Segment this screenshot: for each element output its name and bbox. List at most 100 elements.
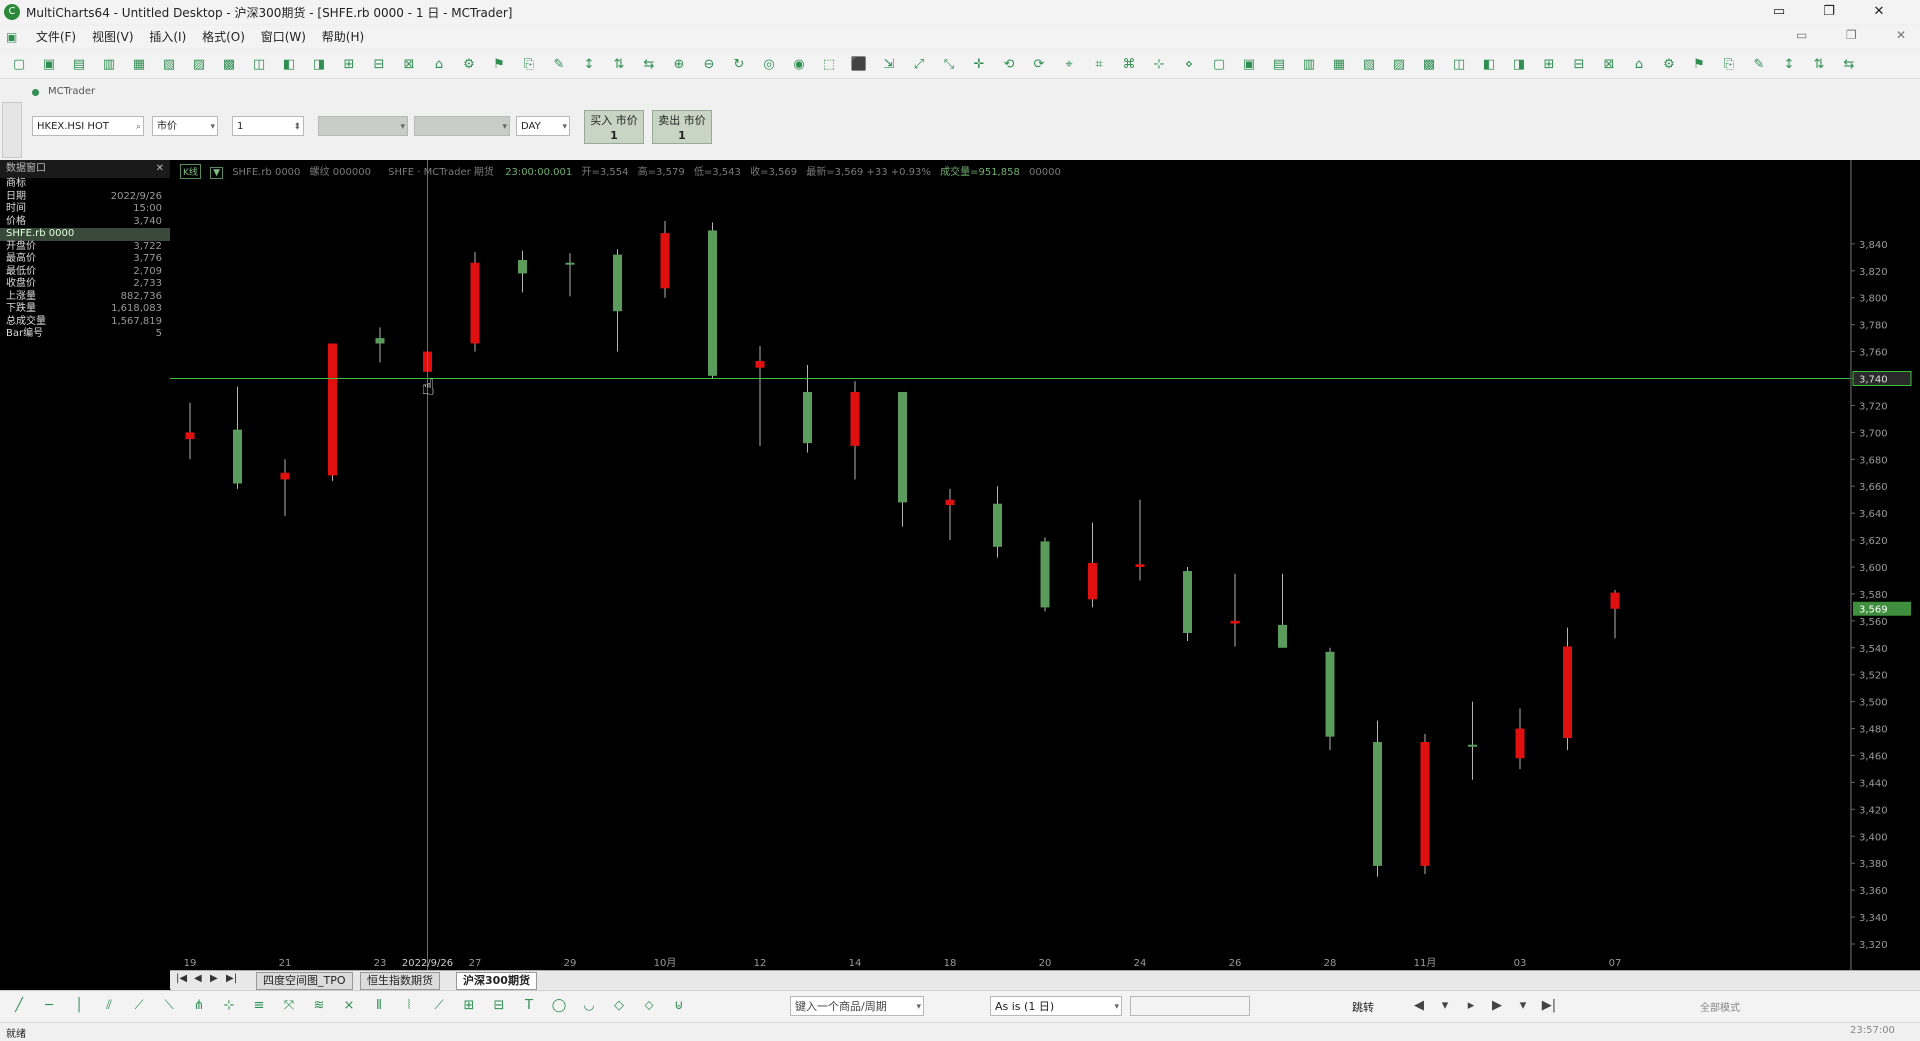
tif-select[interactable]: DAY ▾	[516, 116, 570, 136]
zoom-out-icon[interactable]: ◫	[1452, 57, 1466, 72]
trendline-icon[interactable]: ⊟	[493, 998, 505, 1013]
candle[interactable]	[1088, 522, 1097, 608]
zoom-in-icon[interactable]: ⎘	[1723, 57, 1735, 72]
menu-file[interactable]: 文件(F)	[35, 30, 77, 44]
candle[interactable]	[755, 346, 765, 446]
candle[interactable]	[1230, 573, 1240, 647]
candle[interactable]	[1278, 573, 1287, 648]
fib-icon[interactable]: ⫽	[106, 998, 112, 1013]
order-type-select[interactable]: 市价 ▾	[152, 116, 218, 136]
cursor-icon[interactable]: ◉	[793, 57, 805, 72]
interval-select[interactable]: As is (1 日) ▾	[990, 996, 1122, 1016]
chart-type-badge[interactable]: K线	[180, 164, 201, 179]
candle[interactable]	[470, 251, 480, 352]
grid-icon[interactable]: ⌖	[1065, 57, 1073, 72]
sell-market-button[interactable]: 卖出 市价 1	[652, 110, 712, 144]
jump-label[interactable]: 跳转	[1352, 1001, 1374, 1014]
candle[interactable]	[803, 365, 812, 453]
candle[interactable]	[850, 381, 860, 480]
window-icon[interactable]: ▦	[132, 57, 146, 72]
candle[interactable]	[1135, 499, 1145, 581]
candle[interactable]	[233, 386, 242, 489]
prev-sheet-button[interactable]: ◀	[194, 973, 202, 984]
quantity-stepper[interactable]: 1 ⬍	[232, 116, 304, 136]
zoom-out-icon[interactable]: ⬛	[850, 57, 868, 72]
cursor-icon[interactable]: ⌗	[1095, 57, 1103, 72]
grid-icon[interactable]: ⚙	[463, 57, 475, 72]
scroll-nav-icon[interactable]: ▸	[1467, 998, 1475, 1013]
first-sheet-button[interactable]: |◀	[176, 973, 188, 984]
workspace-icon[interactable]: ⤡	[943, 57, 955, 72]
text-icon[interactable]: ◇	[614, 998, 624, 1013]
empty-combo[interactable]	[1130, 996, 1250, 1016]
sheet-tab-hsi[interactable]: 恒生指数期货	[360, 972, 440, 990]
fib-icon[interactable]: ◡	[583, 998, 595, 1013]
arc-icon[interactable]: ⋔	[193, 998, 205, 1013]
search-icon[interactable]: ⌕	[135, 122, 141, 132]
new-chart-icon[interactable]: ◨	[1512, 57, 1526, 72]
grid-icon[interactable]: ⚙	[1663, 57, 1675, 72]
menu-format[interactable]: 格式(O)	[202, 30, 245, 44]
zoom-out-icon[interactable]: ◫	[252, 57, 266, 72]
print-icon[interactable]: ▥	[1302, 57, 1316, 72]
candle[interactable]	[1040, 537, 1050, 612]
candle[interactable]	[1468, 701, 1477, 780]
hline-icon[interactable]: ─	[45, 998, 53, 1013]
print-icon[interactable]: ⊠	[1603, 57, 1615, 72]
workspace-icon[interactable]: ⊞	[343, 57, 355, 72]
window-icon[interactable]: ⌂	[434, 57, 444, 72]
candle[interactable]	[565, 253, 575, 297]
text-icon[interactable]: ⟋	[134, 998, 144, 1013]
candle[interactable]	[898, 391, 907, 527]
fib-icon[interactable]: ⨯	[343, 998, 355, 1013]
save-icon[interactable]: ⊟	[1573, 57, 1585, 72]
window-icon[interactable]: ⟳	[1033, 57, 1045, 72]
candle[interactable]	[280, 459, 290, 516]
price-scale[interactable]: 3,840 3,820 3,800 3,780 3,760 3,740 3,720 3,700…	[1850, 160, 1920, 972]
print-icon[interactable]: ⊖	[703, 57, 715, 72]
hline-icon[interactable]: T	[525, 998, 533, 1013]
save-icon[interactable]: ▤	[72, 57, 86, 72]
candle[interactable]	[1515, 708, 1525, 769]
candle[interactable]	[1563, 627, 1572, 751]
close-icon[interactable]: ✕	[155, 163, 164, 174]
zoom-in-icon[interactable]: ⌘	[1122, 57, 1136, 72]
price-field-2[interactable]: ▾	[414, 116, 510, 136]
arc-icon[interactable]: ⟋	[434, 998, 444, 1013]
refresh-icon[interactable]: ◧	[282, 57, 296, 72]
window-icon[interactable]: ⌂	[1634, 57, 1644, 72]
grid-icon[interactable]: ▧	[162, 57, 176, 72]
window-icon[interactable]: ▦	[1332, 57, 1346, 72]
candle[interactable]	[945, 488, 955, 541]
new-chart-icon[interactable]: ▢	[1212, 57, 1226, 72]
trendline-icon[interactable]: ╱	[15, 998, 23, 1013]
candle[interactable]	[993, 486, 1002, 558]
workspace-icon[interactable]: ▣	[42, 57, 56, 72]
mdi-close-button[interactable]: ✕	[1896, 28, 1907, 42]
workspace-icon[interactable]: ⊞	[1543, 57, 1555, 72]
new-chart-icon[interactable]: ⇅	[1813, 57, 1825, 72]
zoom-in-icon[interactable]: ⬚	[822, 57, 836, 72]
hline-icon[interactable]: ⤧	[283, 998, 295, 1013]
cursor-icon[interactable]: ⚑	[493, 57, 505, 72]
magnet-icon[interactable]: ⊞	[463, 998, 475, 1013]
zoom-out-icon[interactable]: ✎	[1753, 57, 1765, 72]
grid-icon[interactable]: ◎	[763, 57, 775, 72]
candle[interactable]	[660, 220, 670, 298]
menu-window[interactable]: 窗口(W)	[260, 30, 306, 44]
candle[interactable]	[1610, 589, 1620, 639]
candle[interactable]	[1325, 647, 1335, 751]
workspace-icon[interactable]: ▣	[1242, 57, 1256, 72]
scroll-nav-icon[interactable]: ▶	[1492, 998, 1502, 1013]
magnet-icon[interactable]: ⊹	[223, 998, 235, 1013]
scroll-nav-icon[interactable]: ▾	[1441, 998, 1449, 1013]
workspace-icon[interactable]: ⇆	[643, 57, 655, 72]
zoom-in-icon[interactable]: ⎘	[523, 57, 535, 72]
refresh-icon[interactable]: ↕	[1783, 57, 1795, 72]
zoom-out-icon[interactable]: ✎	[553, 57, 565, 72]
last-sheet-button[interactable]: ▶|	[226, 973, 238, 984]
cursor-icon[interactable]: ⚑	[1693, 57, 1705, 72]
save-icon[interactable]: ⊟	[373, 57, 385, 72]
menu-view[interactable]: 视图(V)	[91, 30, 134, 44]
scroll-nav-icon[interactable]: ▶|	[1541, 998, 1557, 1013]
